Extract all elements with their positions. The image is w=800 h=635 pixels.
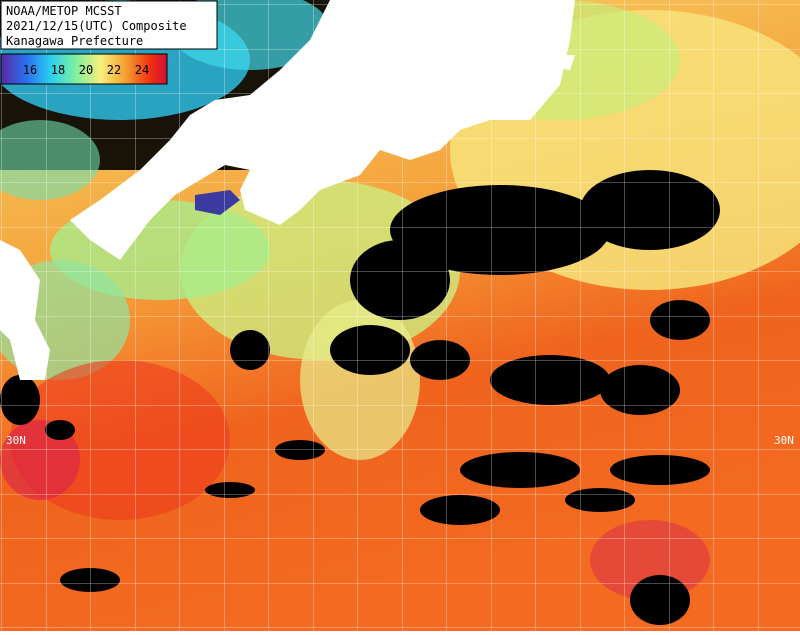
colorbar-label: 18	[51, 63, 65, 77]
colorbar-label: 22	[107, 63, 121, 77]
date: 2021/12/15(UTC) Composite	[6, 19, 187, 33]
info-box: NOAA/METOP MCSST 2021/12/15(UTC) Composi…	[0, 0, 218, 50]
region: Kanagawa Prefecture	[6, 34, 143, 48]
colorbar-label: 20	[79, 63, 93, 77]
lat-label: 30N	[774, 434, 794, 447]
colorbar-label: 24	[135, 63, 149, 77]
colorbar-label: 16	[23, 63, 37, 77]
colorbar: 16 18 20 22 24	[0, 53, 168, 85]
lat-label: 30N	[6, 434, 26, 447]
lon-label: 135E	[327, 2, 340, 29]
title: NOAA/METOP MCSST	[6, 4, 122, 18]
